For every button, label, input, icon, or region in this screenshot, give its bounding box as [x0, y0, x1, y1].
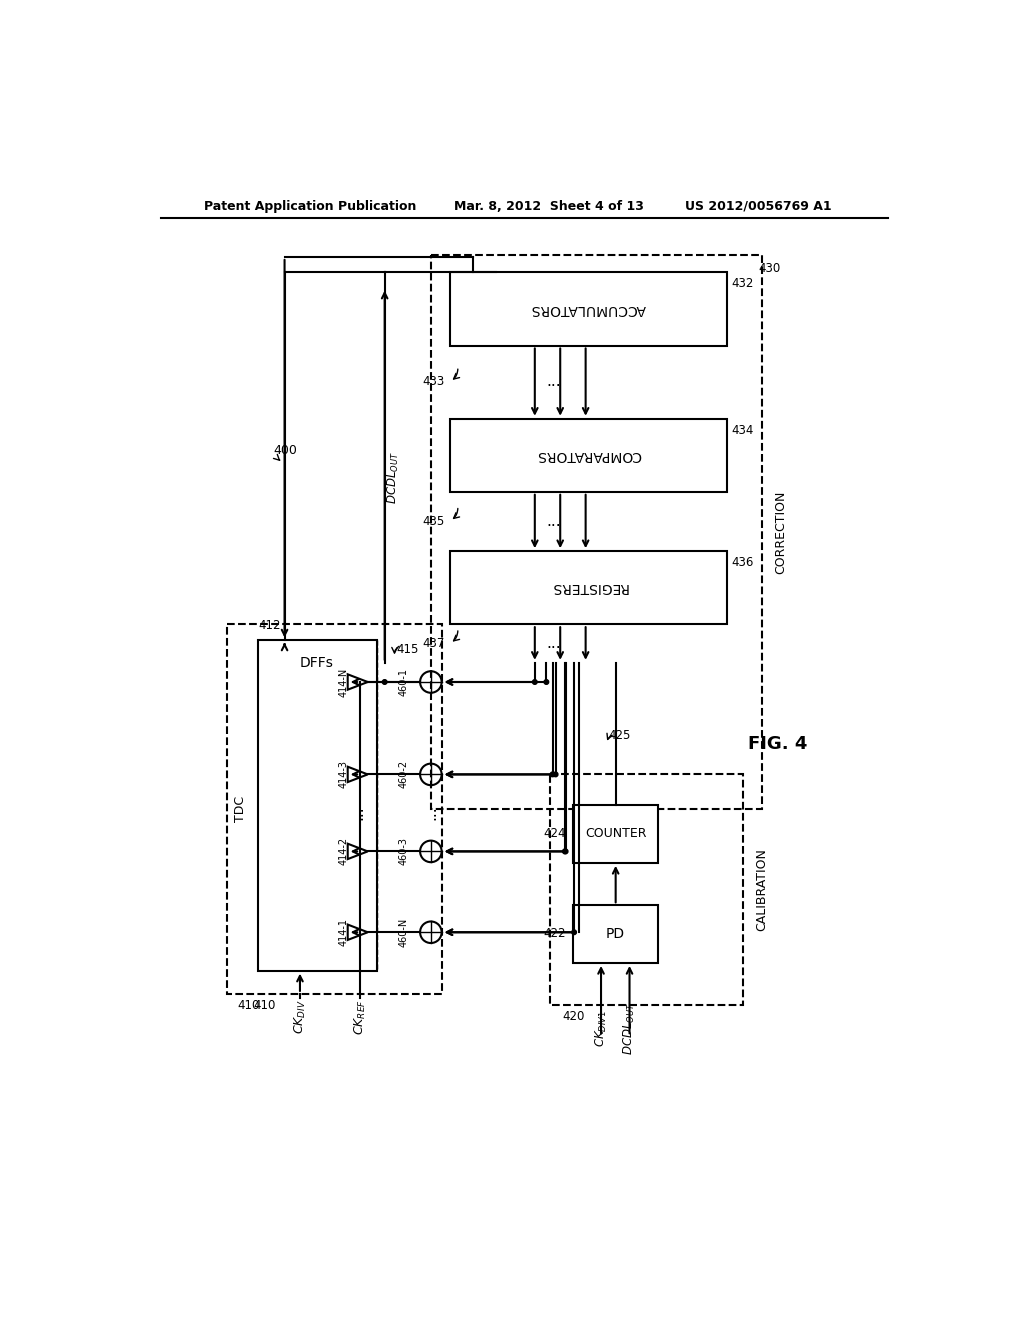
Circle shape	[550, 772, 555, 776]
Circle shape	[382, 680, 387, 684]
Text: ...: ...	[423, 805, 438, 820]
Text: 414-3: 414-3	[339, 760, 349, 788]
Text: 460-1: 460-1	[399, 668, 409, 696]
Bar	[451, 418, 727, 492]
Text: Mar. 8, 2012  Sheet 4 of 13: Mar. 8, 2012 Sheet 4 of 13	[454, 199, 644, 213]
Text: 460-3: 460-3	[399, 837, 409, 866]
Circle shape	[562, 849, 567, 854]
Text: $DCDL_{OUT}$: $DCDL_{OUT}$	[386, 450, 401, 504]
Text: TDC: TDC	[234, 796, 247, 822]
Text: ...: ...	[547, 513, 561, 528]
Text: 410: 410	[254, 999, 276, 1012]
Text: 414-2: 414-2	[339, 837, 349, 866]
Circle shape	[553, 772, 558, 776]
Bar	[573, 906, 658, 964]
Text: $CK_{DIV}$: $CK_{DIV}$	[293, 999, 307, 1035]
Text: 460-2: 460-2	[399, 760, 409, 788]
Text: 422: 422	[543, 927, 565, 940]
Circle shape	[577, 929, 581, 935]
Text: COMPARATORS: COMPARATORS	[537, 447, 641, 462]
Text: 415: 415	[396, 643, 419, 656]
Text: 460-N: 460-N	[399, 917, 409, 946]
Text: COUNTER: COUNTER	[585, 828, 646, 841]
Text: 435: 435	[423, 515, 444, 528]
Text: 433: 433	[423, 375, 444, 388]
Text: 436: 436	[731, 556, 754, 569]
Text: 437: 437	[422, 638, 444, 649]
Text: ACCUMULATORS: ACCUMULATORS	[531, 301, 646, 315]
Text: 432: 432	[731, 277, 754, 290]
Bar	[451, 552, 727, 624]
Circle shape	[571, 929, 577, 935]
Text: PD: PD	[606, 927, 626, 941]
Text: CALIBRATION: CALIBRATION	[756, 849, 768, 932]
Text: 430: 430	[758, 261, 780, 275]
Circle shape	[563, 849, 568, 854]
Circle shape	[544, 680, 549, 684]
Bar	[573, 805, 658, 863]
Text: ...: ...	[350, 805, 366, 820]
Bar	[451, 272, 727, 346]
Text: US 2012/0056769 A1: US 2012/0056769 A1	[685, 199, 831, 213]
Text: ...: ...	[547, 374, 561, 389]
Text: 425: 425	[608, 730, 631, 742]
Text: 420: 420	[562, 1010, 585, 1023]
Text: 434: 434	[731, 424, 754, 437]
Text: 414-N: 414-N	[339, 668, 349, 697]
Text: 412: 412	[258, 619, 281, 632]
Text: $CK_{REF}$: $CK_{REF}$	[352, 999, 368, 1035]
Circle shape	[532, 680, 538, 684]
Text: Patent Application Publication: Patent Application Publication	[204, 199, 416, 213]
Bar	[550, 775, 742, 1006]
Text: FIG. 4: FIG. 4	[748, 735, 807, 752]
Text: 400: 400	[273, 445, 297, 458]
Bar	[258, 640, 377, 970]
Text: 424: 424	[543, 828, 565, 841]
Text: DFFs: DFFs	[300, 656, 334, 669]
Text: 414-1: 414-1	[339, 919, 349, 946]
Text: ...: ...	[547, 636, 561, 651]
Text: CORRECTION: CORRECTION	[775, 490, 787, 573]
Bar	[226, 624, 442, 994]
Bar	[431, 255, 762, 809]
Text: REGISTERS: REGISTERS	[550, 581, 628, 594]
Text: 410: 410	[238, 999, 259, 1012]
Text: $DCDL_{OUT}$: $DCDL_{OUT}$	[622, 1002, 637, 1055]
Text: $CK_{DIV1}$: $CK_{DIV1}$	[594, 1010, 608, 1047]
